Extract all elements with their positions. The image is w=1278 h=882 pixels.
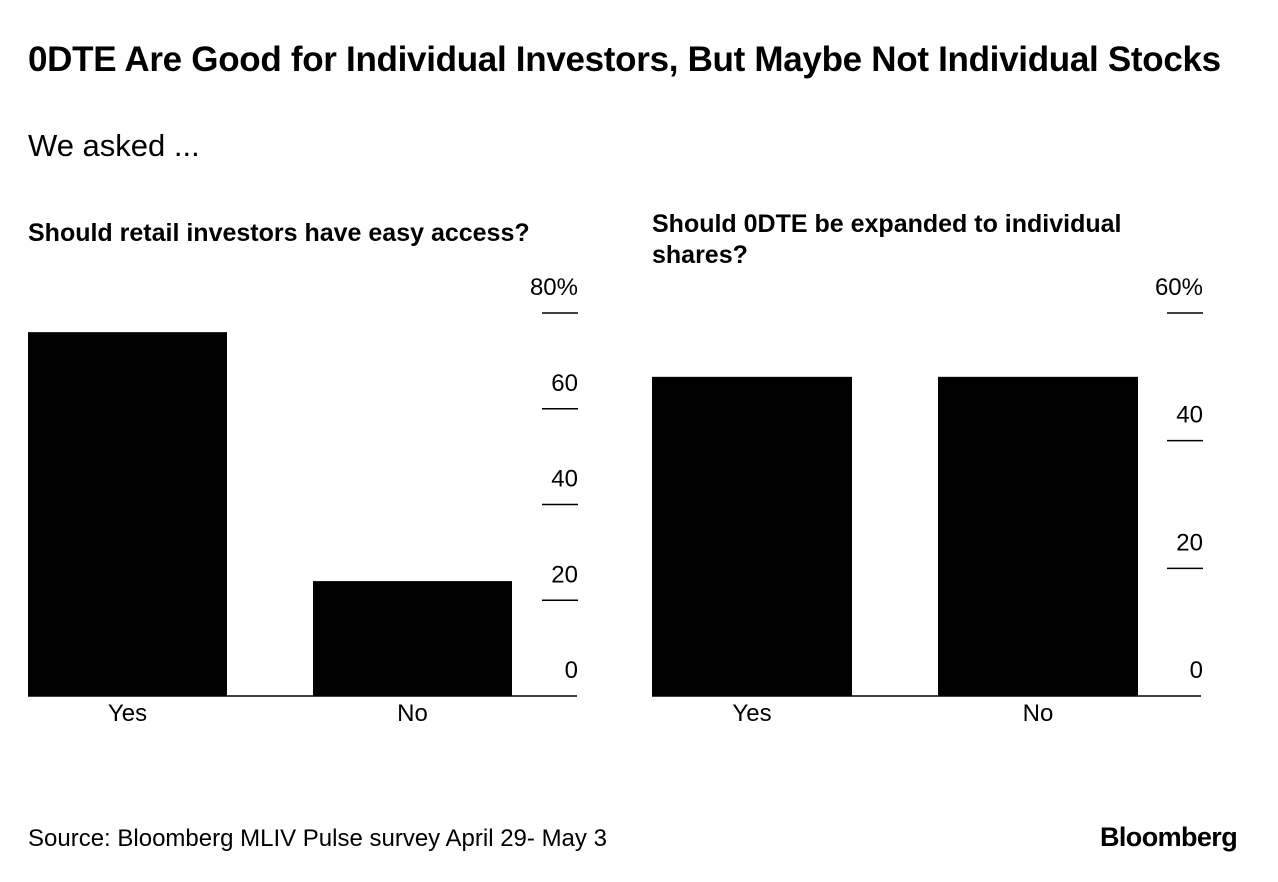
x-tick-label-no: No	[1023, 700, 1054, 727]
y-tick-label: 20	[1176, 529, 1203, 556]
y-tick-label: 40	[551, 466, 578, 493]
y-tick-label: 0	[1190, 657, 1203, 684]
chart-title: 0DTE Are Good for Individual Investors, …	[28, 40, 1221, 79]
panel-1-title: Should retail investors have easy access…	[28, 219, 530, 247]
source-note: Source: Bloomberg MLIV Pulse survey Apri…	[28, 825, 607, 852]
y-tick-label: 40	[1176, 402, 1203, 429]
y-tick-label: 20	[551, 561, 578, 588]
bar-yes	[28, 332, 227, 696]
bar-no	[938, 376, 1138, 696]
chart-subtitle: We asked ...	[28, 128, 200, 163]
x-tick-label-no: No	[397, 700, 428, 727]
bar-no	[313, 581, 512, 696]
y-tick-label: 60	[551, 370, 578, 397]
y-tick-label: 0	[565, 657, 578, 684]
x-tick-label-yes: Yes	[108, 700, 147, 727]
bloomberg-logo: Bloomberg	[1100, 822, 1238, 852]
y-tick-label: 80%	[530, 274, 578, 301]
x-tick-label-yes: Yes	[732, 700, 771, 727]
y-tick-label: 60%	[1155, 274, 1203, 301]
bar-yes	[652, 376, 852, 696]
panel-2-title: Should 0DTE be expanded to individual sh…	[652, 210, 1122, 269]
